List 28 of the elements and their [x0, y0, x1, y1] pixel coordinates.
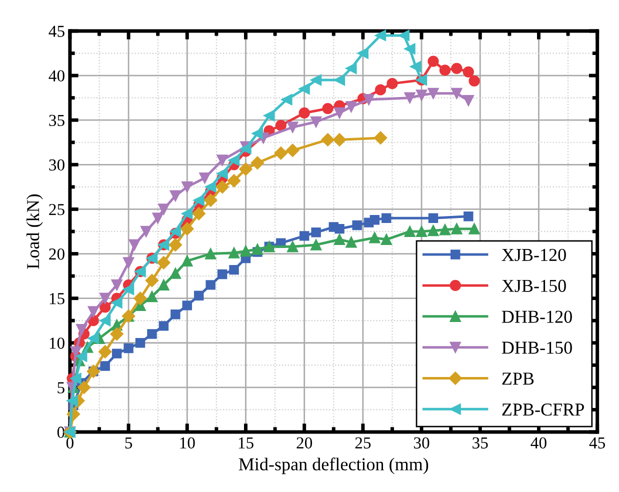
legend-label: XJB-120	[502, 248, 566, 262]
x-tick-label: 20	[296, 437, 312, 449]
x-axis-title: Mid-span deflection (mm)	[238, 458, 428, 474]
x-tick-label: 40	[530, 437, 546, 449]
x-tick-label: 5	[125, 437, 132, 449]
y-tick-label: 10	[50, 338, 64, 349]
y-tick-label: 15	[50, 293, 64, 304]
x-tick-label: 25	[355, 437, 371, 449]
x-tick-label: 15	[238, 437, 254, 449]
y-tick-label: 25	[49, 204, 64, 216]
y-tick-label: 45	[48, 26, 64, 37]
y-tick-label: 0	[57, 426, 64, 438]
x-tick-label: 0	[66, 437, 74, 449]
legend-label: DHB-150	[502, 342, 572, 354]
x-tick-label: 10	[180, 437, 195, 449]
y-tick-label: 30	[49, 159, 64, 171]
y-axis-title: Load (kN)	[26, 194, 43, 269]
legend-label: XJB-150	[502, 280, 566, 292]
x-tick-label: 45	[589, 437, 606, 449]
legend-label: ZPB	[502, 372, 534, 385]
x-tick-label: 30	[414, 437, 430, 449]
y-tick-label: 35	[49, 114, 64, 126]
legend-label: DHB-120	[502, 310, 572, 323]
y-tick-label: 20	[49, 248, 64, 260]
legend-label: ZPB-CFRP	[502, 404, 584, 416]
x-tick-label: 35	[472, 437, 488, 449]
y-tick-label: 5	[58, 382, 64, 394]
y-tick-label: 40	[48, 70, 64, 82]
